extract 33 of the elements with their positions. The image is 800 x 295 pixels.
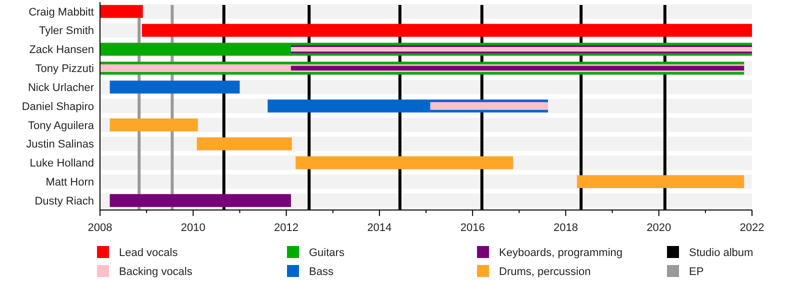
x-tick-label: 2012: [274, 222, 299, 234]
bar: [100, 5, 143, 18]
x-tick-label: 2020: [646, 222, 672, 234]
bar: [576, 175, 744, 188]
y-tick-label: Tony Pizzuti: [35, 63, 94, 76]
y-tick-label: Craig Mabbitt: [28, 6, 94, 18]
x-tick-label: 2016: [460, 222, 485, 234]
bar: [196, 137, 292, 150]
legend-label: Lead vocals: [119, 246, 178, 259]
y-tick-label: Daniel Shapiro: [22, 100, 94, 113]
legend-label: EP: [689, 266, 704, 278]
x-tick-label: 2018: [553, 222, 578, 234]
legend-label: Bass: [309, 266, 334, 278]
y-tick-label: Nick Urlacher: [28, 82, 94, 94]
y-tick-label: Dusty Riach: [34, 195, 94, 208]
legend-label: Backing vocals: [119, 266, 193, 278]
x-tick-label: 2008: [88, 222, 112, 234]
y-tick-label: Tony Aguilera: [28, 120, 95, 132]
bar: [110, 80, 240, 94]
x-tick-label: 2014: [367, 222, 392, 234]
y-tick-label: Tyler Smith: [38, 25, 94, 38]
legend-label: Keyboards, programming: [499, 246, 623, 259]
y-tick-label: Zack Hansen: [29, 44, 94, 56]
legend-label: Drums, percussion: [499, 266, 591, 278]
y-tick-label: Luke Holland: [30, 158, 94, 170]
y-tick-label: Matt Horn: [46, 176, 94, 188]
bar: [110, 118, 198, 132]
x-tick-label: 2022: [740, 222, 764, 234]
legend-label: Studio album: [689, 246, 754, 259]
y-tick-label: Justin Salinas: [26, 138, 94, 151]
x-tick-label: 2010: [180, 222, 206, 234]
bar: [430, 102, 548, 110]
legend-label: Guitars: [309, 246, 345, 259]
